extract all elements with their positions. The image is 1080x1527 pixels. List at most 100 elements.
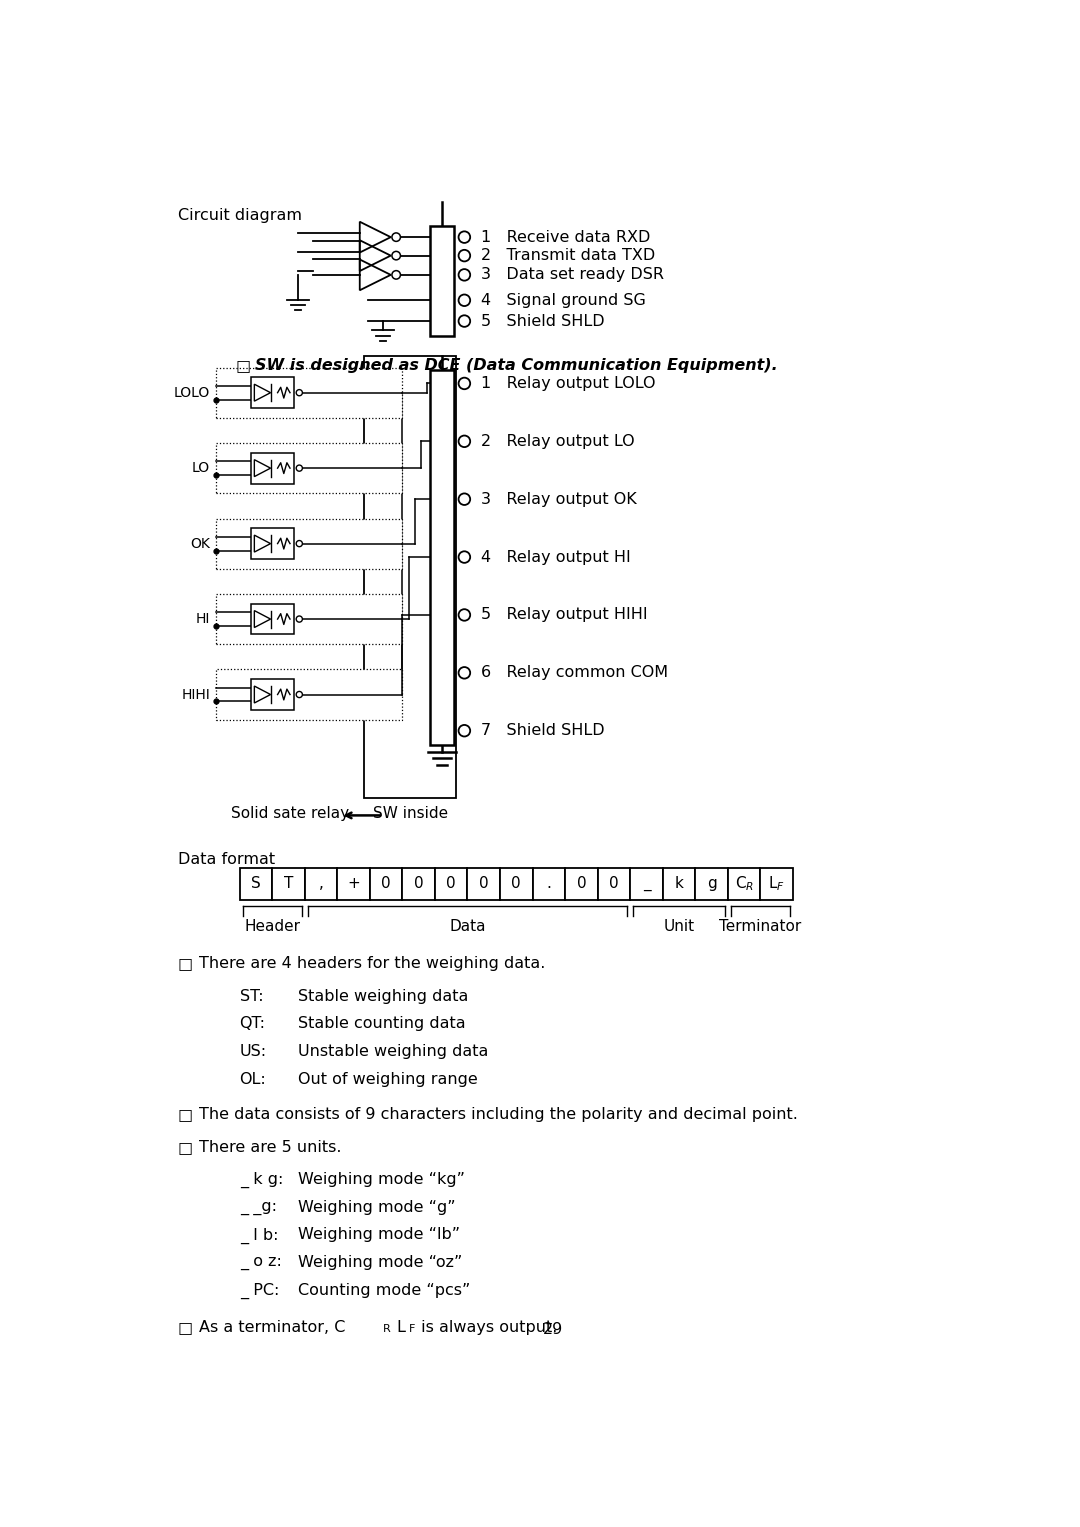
Text: Terminator: Terminator (719, 919, 801, 935)
Text: is always output.: is always output. (416, 1319, 557, 1335)
Text: 4   Relay output HI: 4 Relay output HI (482, 550, 631, 565)
Text: _ PC:: _ PC: (240, 1283, 279, 1299)
Bar (252, 452, 294, 484)
Text: OK: OK (190, 536, 211, 551)
Circle shape (459, 269, 470, 281)
Circle shape (459, 667, 470, 678)
Bar (435, 867, 468, 899)
Text: 3   Relay output OK: 3 Relay output OK (482, 492, 637, 507)
Bar (728, 867, 760, 899)
Text: _ l b:: _ l b: (240, 1228, 279, 1243)
Bar (252, 377, 294, 408)
Text: _ o z:: _ o z: (240, 1255, 282, 1270)
Text: 5   Shield SHLD: 5 Shield SHLD (482, 313, 605, 328)
Text: □: □ (177, 1319, 192, 1335)
Text: 3   Data set ready DSR: 3 Data set ready DSR (482, 267, 664, 282)
Text: LOLO: LOLO (174, 386, 211, 400)
Bar (430, 226, 455, 336)
Text: There are 4 headers for the weighing data.: There are 4 headers for the weighing dat… (200, 956, 545, 971)
Bar (252, 603, 294, 634)
Bar (216, 519, 403, 568)
Bar (403, 867, 435, 899)
Circle shape (296, 541, 302, 547)
Text: ,: , (319, 876, 323, 892)
Circle shape (459, 551, 470, 563)
Bar (430, 370, 455, 745)
Text: Data: Data (449, 919, 486, 935)
Text: There are 5 units.: There are 5 units. (200, 1139, 342, 1154)
Text: Unstable weighing data: Unstable weighing data (298, 1044, 488, 1060)
Circle shape (392, 252, 401, 260)
Text: 29: 29 (543, 1322, 564, 1338)
Text: 1   Relay output LOLO: 1 Relay output LOLO (482, 376, 656, 391)
Text: Weighing mode “lb”: Weighing mode “lb” (298, 1228, 460, 1243)
Text: Circuit diagram: Circuit diagram (177, 208, 301, 223)
Text: Weighing mode “kg”: Weighing mode “kg” (298, 1171, 464, 1186)
Bar (252, 680, 294, 710)
Text: Unit: Unit (663, 919, 694, 935)
Text: Solid sate relay: Solid sate relay (231, 806, 349, 822)
Text: L: L (396, 1319, 405, 1335)
Text: C$_R$: C$_R$ (734, 875, 754, 893)
Text: k: k (675, 876, 684, 892)
Text: □: □ (177, 1107, 192, 1122)
Text: 0: 0 (609, 876, 619, 892)
Bar (240, 867, 272, 899)
Text: 1   Receive data RXD: 1 Receive data RXD (482, 229, 651, 244)
Circle shape (459, 493, 470, 505)
Text: □: □ (177, 956, 192, 971)
Text: T: T (284, 876, 293, 892)
Bar (216, 594, 403, 644)
Text: Out of weighing range: Out of weighing range (298, 1072, 477, 1087)
Bar (216, 368, 403, 418)
Bar (631, 867, 663, 899)
Text: Header: Header (244, 919, 300, 935)
Circle shape (296, 466, 302, 472)
Text: 0: 0 (577, 876, 586, 892)
Circle shape (459, 377, 470, 389)
Bar (663, 867, 696, 899)
Text: 0: 0 (512, 876, 522, 892)
Circle shape (459, 609, 470, 621)
Circle shape (392, 234, 401, 241)
Circle shape (296, 692, 302, 698)
Circle shape (459, 315, 470, 327)
Bar (364, 356, 456, 799)
Text: SW is designed as DCE (Data Communication Equipment).: SW is designed as DCE (Data Communicatio… (255, 357, 778, 373)
Text: R: R (383, 1324, 391, 1335)
Text: 5   Relay output HIHI: 5 Relay output HIHI (482, 608, 648, 623)
Text: +: + (347, 876, 360, 892)
Bar (305, 867, 337, 899)
Text: _ _g:: _ _g: (240, 1200, 276, 1214)
Text: QT:: QT: (240, 1017, 266, 1031)
Bar (337, 867, 369, 899)
Text: _ k g:: _ k g: (240, 1171, 283, 1188)
Text: 2   Transmit data TXD: 2 Transmit data TXD (482, 247, 656, 263)
Text: 7   Shield SHLD: 7 Shield SHLD (482, 724, 605, 738)
Text: 4   Signal ground SG: 4 Signal ground SG (482, 293, 646, 308)
Circle shape (459, 725, 470, 736)
Bar (252, 528, 294, 559)
Text: LO: LO (192, 461, 211, 475)
Text: F: F (408, 1324, 415, 1335)
Circle shape (296, 389, 302, 395)
Text: HI: HI (195, 612, 211, 626)
Circle shape (459, 435, 470, 447)
Bar (500, 867, 532, 899)
Circle shape (459, 232, 470, 243)
Circle shape (459, 250, 470, 261)
Text: Weighing mode “g”: Weighing mode “g” (298, 1200, 456, 1214)
Text: L$_F$: L$_F$ (768, 875, 785, 893)
Bar (760, 867, 793, 899)
Bar (597, 867, 631, 899)
Text: 0: 0 (414, 876, 423, 892)
Text: _: _ (643, 876, 650, 892)
Text: The data consists of 9 characters including the polarity and decimal point.: The data consists of 9 characters includ… (200, 1107, 798, 1122)
Text: □: □ (235, 357, 251, 373)
Text: Weighing mode “oz”: Weighing mode “oz” (298, 1255, 462, 1270)
Text: Counting mode “pcs”: Counting mode “pcs” (298, 1283, 470, 1298)
Text: □: □ (177, 1139, 192, 1154)
Bar (216, 669, 403, 719)
Text: HIHI: HIHI (181, 687, 211, 701)
Text: 0: 0 (478, 876, 488, 892)
